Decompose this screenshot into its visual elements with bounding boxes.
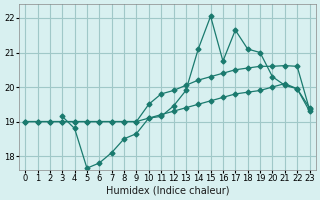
X-axis label: Humidex (Indice chaleur): Humidex (Indice chaleur)	[106, 186, 229, 196]
